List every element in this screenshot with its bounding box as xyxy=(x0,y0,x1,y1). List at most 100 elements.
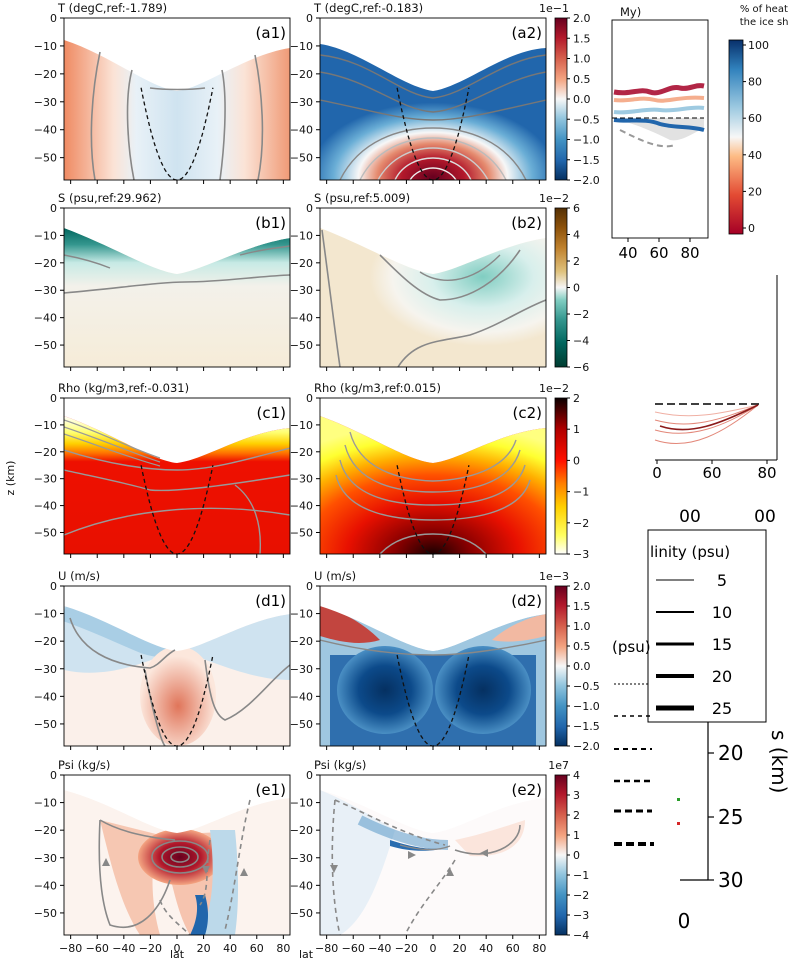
field-d2-blue-right xyxy=(435,646,531,734)
colorbar-exponent-d: 1e−3 xyxy=(539,570,569,583)
colorbar-label-e: 4 xyxy=(573,769,580,782)
colorbar-label-e: −4 xyxy=(573,929,589,942)
top-inset-blue-band xyxy=(613,118,705,132)
heat-colorbar-bar xyxy=(728,39,744,235)
contour-a2-7 xyxy=(394,157,472,180)
middle-inset-tick-label: 0 xyxy=(652,464,662,482)
colorbar-label-e: 3 xyxy=(573,789,580,802)
field-e2-blue-flow xyxy=(357,815,449,850)
depth-axis-red-mark xyxy=(677,822,680,825)
ytick-label-d1: −10 xyxy=(34,608,57,621)
contour-c1-2 xyxy=(64,426,161,463)
top-inset-lightblue-band xyxy=(613,105,705,115)
contour-b1-3 xyxy=(239,245,290,256)
colorbar-label-d: −1.5 xyxy=(573,720,600,733)
colorbar-label-b: 0 xyxy=(573,282,580,295)
middle-inset-line-4 xyxy=(654,404,759,417)
arrow-e1-1 xyxy=(102,858,110,866)
salinity-legend-label: 20 xyxy=(712,667,732,686)
generated-layers: T (degC,ref:-1.789)(a1)0−10−20−30−40−50T… xyxy=(34,1,600,955)
salinity-legend-label: 10 xyxy=(712,603,732,622)
ytick-label-d2: −40 xyxy=(290,690,313,703)
ytick-label-a2: −10 xyxy=(290,40,313,53)
heat-tick-label: 60 xyxy=(748,112,762,125)
colorbar-d xyxy=(554,585,568,747)
colorbar-label-e: −3 xyxy=(573,909,589,922)
colorbar-label-b: −6 xyxy=(573,361,589,374)
ytick-label-b2: −10 xyxy=(290,229,313,242)
ytick-label-e2: −20 xyxy=(290,824,313,837)
middle-inset-tick-label: 80 xyxy=(757,464,776,482)
top-inset: My) 40 60 80 xyxy=(611,5,709,262)
colorbar-a xyxy=(554,17,568,181)
ytick-label-e1: −10 xyxy=(34,797,57,810)
contour-e1-8 xyxy=(159,899,191,935)
ytick-label-d2: −20 xyxy=(290,635,313,648)
contour-a1-4 xyxy=(254,54,264,180)
colorbar-b xyxy=(554,207,568,368)
colorbar-label-d: 0.5 xyxy=(573,640,591,653)
heat-tick-label: 0 xyxy=(748,222,755,235)
ytick-label-c2: −20 xyxy=(290,446,313,459)
bottom-zero-label: 0 xyxy=(678,909,691,933)
ytick-label-e1: 0 xyxy=(50,769,57,782)
ytick-label-c1: 0 xyxy=(50,392,57,405)
contour-a2-5 xyxy=(359,137,507,180)
field-d2-red-left xyxy=(320,606,380,643)
contour-d1-3 xyxy=(204,659,290,721)
colorbar-label-c: 0 xyxy=(573,454,580,467)
panel-label-a2: (a2) xyxy=(512,24,542,42)
colorbar-label-a: 0.0 xyxy=(573,93,591,106)
field-e1-blue-core xyxy=(190,895,209,935)
middle-inset-line-1 xyxy=(654,404,759,425)
contour-a2-4 xyxy=(339,127,527,180)
colorbar-label-e: −2 xyxy=(573,889,589,902)
heat-colorbar: % of heat in the ice shell 100 80 60 40 20 0 xyxy=(728,4,789,235)
xtick-label-e2: −40 xyxy=(368,942,391,955)
depth-tick-label: 20 xyxy=(718,741,743,765)
ytick-label-c2: 0 xyxy=(306,392,313,405)
ytick-label-e1: −20 xyxy=(34,824,57,837)
colorbar-label-d: −1.0 xyxy=(573,700,600,713)
ytick-label-c1: −20 xyxy=(34,446,57,459)
colorbar-label-c: 2 xyxy=(573,392,580,405)
colorbar-label-b: 6 xyxy=(573,202,580,215)
middle-inset-dark-line xyxy=(659,404,759,431)
panel-c2 xyxy=(320,398,546,554)
panel-title-e2: Psi (kg/s) xyxy=(314,758,366,772)
panel-label-d1: (d1) xyxy=(255,592,286,610)
field-c2 xyxy=(320,416,546,554)
colorbar-exponent-c: 1e−2 xyxy=(539,382,569,395)
colorbar-label-e: 0 xyxy=(573,849,580,862)
ytick-label-e2: −50 xyxy=(290,907,313,920)
contour-d2-1 xyxy=(320,639,546,656)
colorbar-c xyxy=(554,397,568,555)
panel-d1 xyxy=(64,586,290,746)
xtick-label-e1: 40 xyxy=(223,942,237,955)
xtick-label-e2: 20 xyxy=(453,942,467,955)
contour-c2-2 xyxy=(344,444,521,493)
colorbar-label-d: −2.0 xyxy=(573,740,600,753)
ytick-label-d1: −30 xyxy=(34,663,57,676)
ytick-label-c2: −50 xyxy=(290,526,313,539)
top-inset-tick-label: 80 xyxy=(680,244,699,262)
colorbar-e xyxy=(554,774,568,936)
ytick-label-a1: −30 xyxy=(34,96,57,109)
ytick-label-e2: −40 xyxy=(290,879,313,892)
ytick-label-a2: 0 xyxy=(306,12,313,25)
colorbar-label-d: −0.5 xyxy=(573,680,600,693)
colorbar-label-d: 1.5 xyxy=(573,600,591,613)
contour-a1-3 xyxy=(219,69,226,180)
field-d1-red-lobe xyxy=(140,646,216,746)
xtick-label-e1: 80 xyxy=(276,942,290,955)
depth-axis: 20 25 30 s (km) 0 xyxy=(677,722,789,933)
contour-b1-1 xyxy=(64,274,290,294)
contour-a2-8 xyxy=(409,167,457,180)
colorbar-label-d: 0.0 xyxy=(573,660,591,673)
colorbar-exponent-e: 1e7 xyxy=(548,759,569,772)
colorbar-label-a: 1.0 xyxy=(573,53,591,66)
panel-title-a1: T (degC,ref:-1.789) xyxy=(57,1,167,15)
ytick-label-b2: 0 xyxy=(306,202,313,215)
contour-e1-2 xyxy=(161,846,199,868)
ytick-label-a2: −30 xyxy=(290,96,313,109)
